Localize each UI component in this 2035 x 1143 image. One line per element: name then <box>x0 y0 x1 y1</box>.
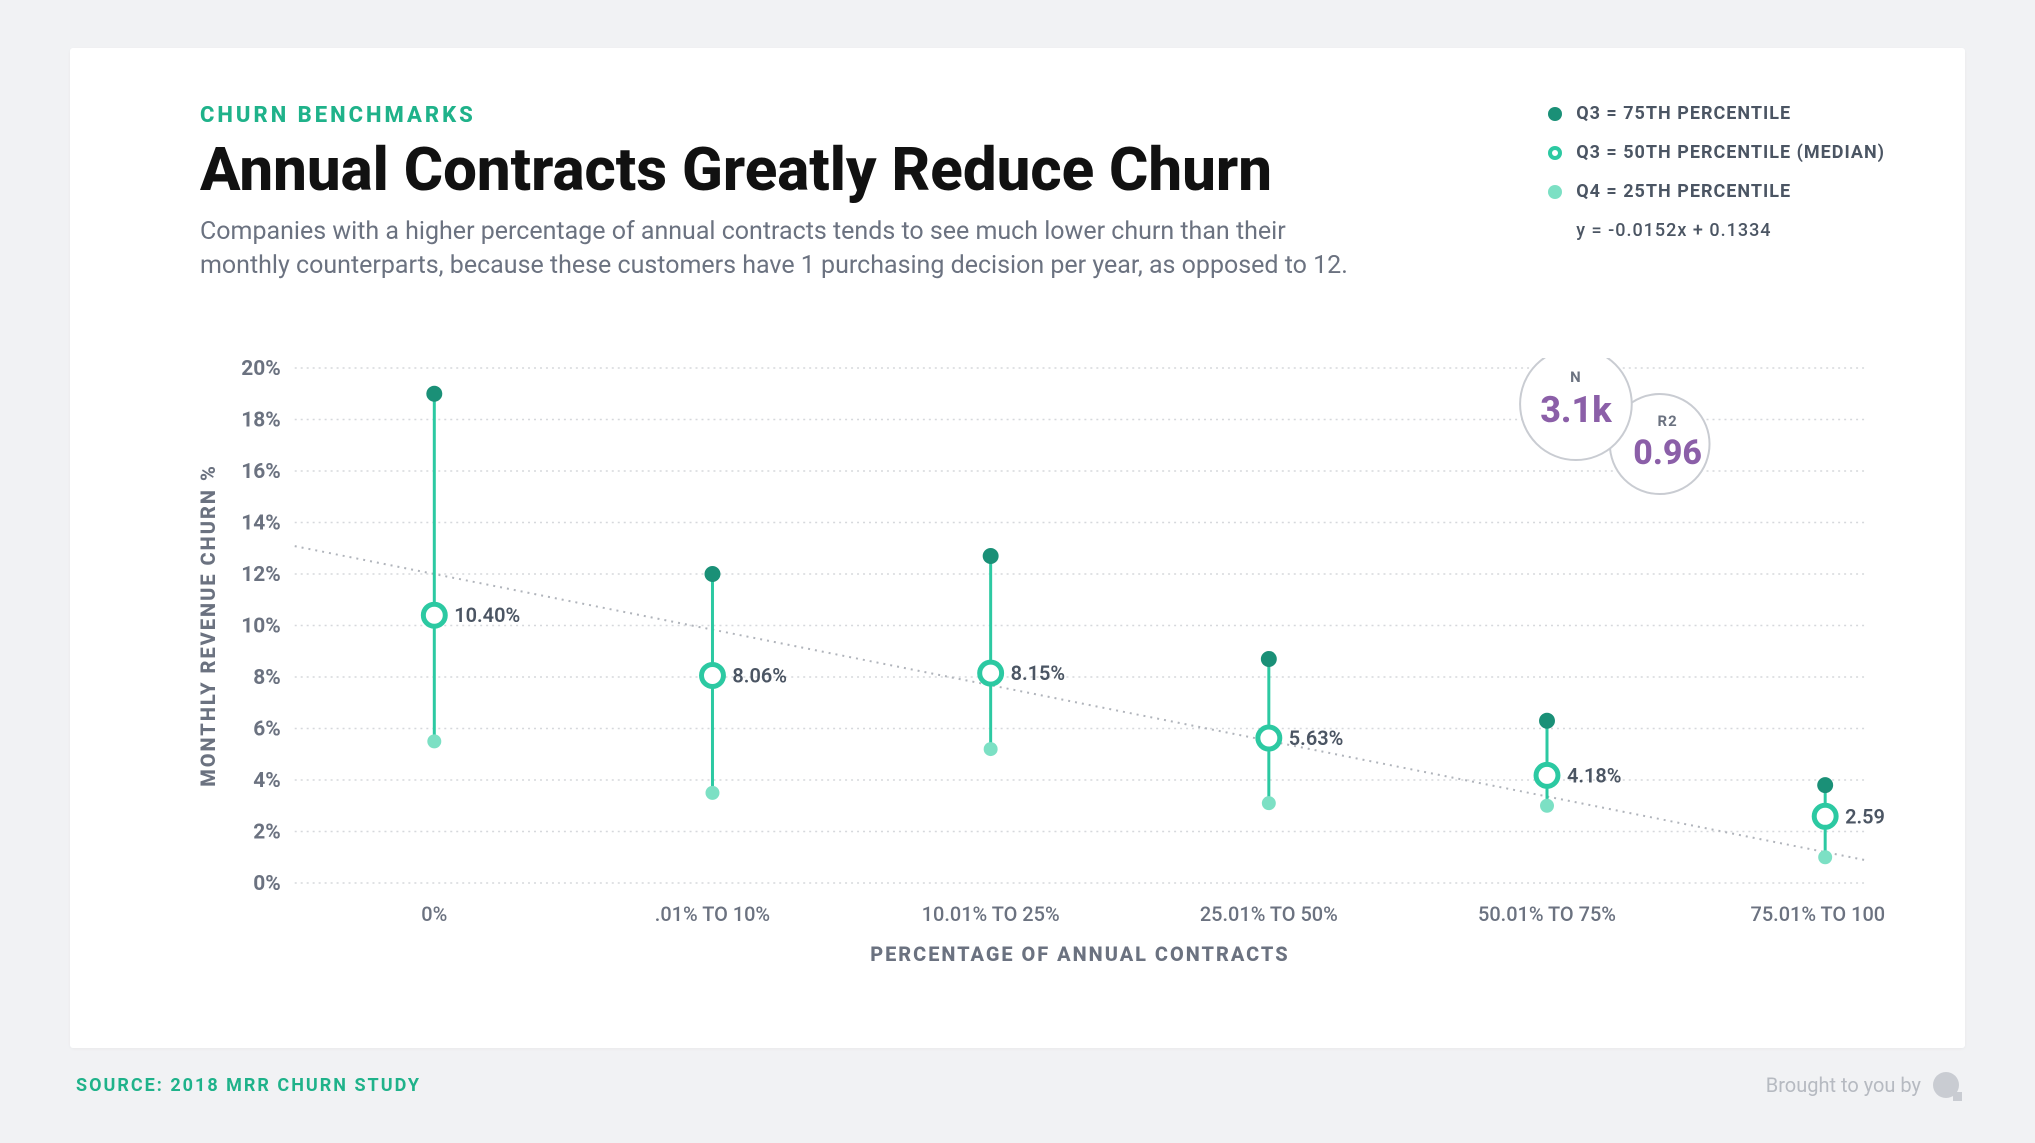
svg-text:8.06%: 8.06% <box>732 663 787 687</box>
legend-label-q3: Q3 = 75TH PERCENTILE <box>1576 103 1791 124</box>
chart-svg: 0% 2% 4% 6% 8% 10% 12% 14% 16% 18% 20% MONTHLY REVE… <box>200 358 1885 988</box>
legend: Q3 = 75TH PERCENTILE Q3 = 50TH PERCENTIL… <box>1548 103 1885 259</box>
svg-text:5.63%: 5.63% <box>1289 726 1344 750</box>
legend-label-q1: Q4 = 25TH PERCENTILE <box>1576 181 1791 202</box>
svg-text:2%: 2% <box>253 820 280 844</box>
svg-text:0%: 0% <box>253 872 280 896</box>
page-title: Annual Contracts Greatly Reduce Churn <box>200 138 1350 201</box>
svg-text:12%: 12% <box>241 563 280 587</box>
legend-item-q1: Q4 = 25TH PERCENTILE <box>1548 181 1885 202</box>
chart-card: CHURN BENCHMARKS Annual Contracts Greatl… <box>70 48 1965 1048</box>
legend-ring-median <box>1548 146 1562 160</box>
svg-text:PERCENTAGE OF ANNUAL CONTRACTS: PERCENTAGE OF ANNUAL CONTRACTS <box>870 942 1289 966</box>
svg-text:10.40%: 10.40% <box>454 603 520 627</box>
legend-item-q3: Q3 = 75TH PERCENTILE <box>1548 103 1885 124</box>
svg-text:20%: 20% <box>241 358 280 381</box>
footer: SOURCE: 2018 MRR CHURN STUDY Brought to … <box>70 1072 1965 1098</box>
svg-text:10.01% TO 25%: 10.01% TO 25% <box>922 902 1060 926</box>
chart-area: 0% 2% 4% 6% 8% 10% 12% 14% 16% 18% 20% MONTHLY REVE… <box>200 358 1885 988</box>
legend-dot-q3 <box>1548 107 1562 121</box>
svg-text:6%: 6% <box>253 717 280 741</box>
svg-text:4.18%: 4.18% <box>1567 763 1622 787</box>
svg-text:R2: R2 <box>1658 412 1678 430</box>
svg-text:10%: 10% <box>241 614 280 638</box>
svg-text:50.01% TO 75%: 50.01% TO 75% <box>1478 902 1616 926</box>
svg-text:14%: 14% <box>241 511 280 535</box>
svg-text:MONTHLY REVENUE CHURN %: MONTHLY REVENUE CHURN % <box>200 464 220 787</box>
svg-text:18%: 18% <box>241 408 280 432</box>
legend-label-median: Q3 = 50TH PERCENTILE (MEDIAN) <box>1576 142 1885 163</box>
header-left: CHURN BENCHMARKS Annual Contracts Greatl… <box>200 103 1350 283</box>
kicker: CHURN BENCHMARKS <box>200 103 1350 128</box>
svg-text:25.01% TO 50%: 25.01% TO 50% <box>1200 902 1338 926</box>
svg-text:0%: 0% <box>421 902 447 926</box>
legend-equation: y = -0.0152x + 0.1334 <box>1548 220 1885 241</box>
svg-text:8.15%: 8.15% <box>1011 661 1066 685</box>
brand-logo-icon <box>1933 1072 1959 1098</box>
svg-text:2.59%: 2.59% <box>1845 804 1885 828</box>
legend-equation-text: y = -0.0152x + 0.1334 <box>1576 220 1771 241</box>
svg-text:3.1k: 3.1k <box>1540 389 1612 431</box>
svg-text:.01% TO 10%: .01% TO 10% <box>655 902 770 926</box>
svg-text:4%: 4% <box>253 769 280 793</box>
header-row: CHURN BENCHMARKS Annual Contracts Greatl… <box>200 103 1885 283</box>
svg-text:16%: 16% <box>241 460 280 484</box>
svg-text:N: N <box>1570 368 1582 386</box>
footer-brought-text: Brought to you by <box>1766 1073 1921 1097</box>
legend-dot-q1 <box>1548 185 1562 199</box>
subtitle: Companies with a higher percentage of an… <box>200 215 1350 283</box>
footer-source: SOURCE: 2018 MRR CHURN STUDY <box>76 1075 421 1096</box>
legend-item-median: Q3 = 50TH PERCENTILE (MEDIAN) <box>1548 142 1885 163</box>
footer-brought: Brought to you by <box>1766 1072 1959 1098</box>
svg-text:75.01% TO 100%: 75.01% TO 100% <box>1751 902 1885 926</box>
svg-text:8%: 8% <box>253 666 280 690</box>
svg-text:0.96: 0.96 <box>1633 434 1702 473</box>
